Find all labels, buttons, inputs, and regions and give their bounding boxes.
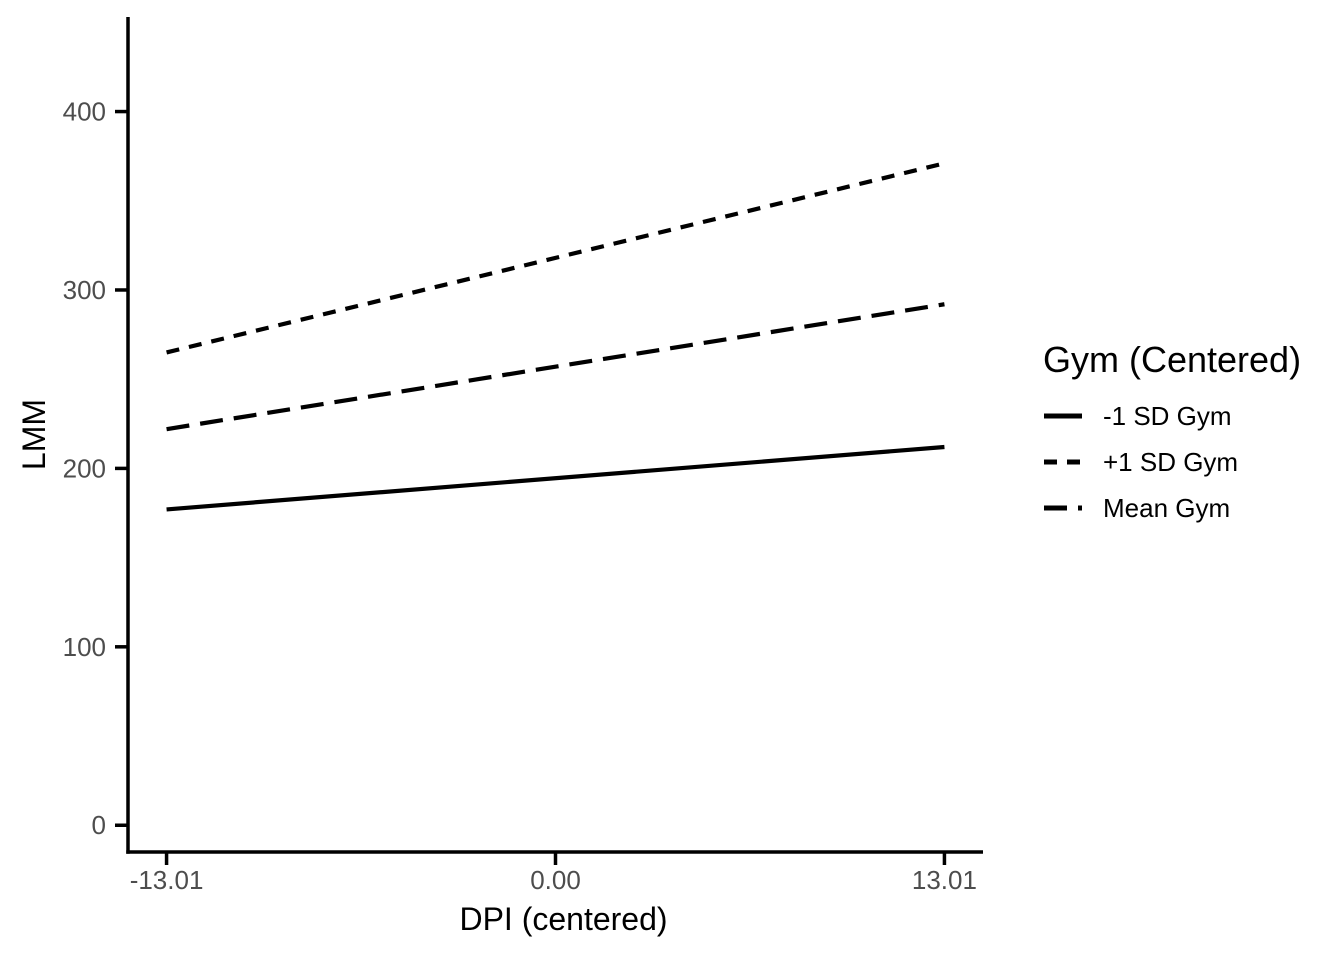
legend-label-plus-1sd: +1 SD Gym <box>1103 446 1239 477</box>
series-line-1 <box>166 161 945 355</box>
legend-item-minus-1sd: -1 SD Gym <box>1043 393 1301 439</box>
legend-item-plus-1sd: +1 SD Gym <box>1043 439 1301 485</box>
solid-line-key-icon <box>1044 413 1082 419</box>
y-tick-label: 400 <box>63 97 106 127</box>
y-tick-label: 300 <box>63 275 106 305</box>
legend-title: Gym (Centered) <box>1043 339 1302 380</box>
y-tick-label: 100 <box>63 632 106 662</box>
series-line-2 <box>166 302 945 432</box>
x-tick-label: 0.00 <box>530 865 581 895</box>
y-axis-title: LMM <box>16 399 52 470</box>
y-tick-label: 200 <box>63 453 106 483</box>
x-tick-label: 13.01 <box>912 865 977 895</box>
legend-label-minus-1sd: -1 SD Gym <box>1103 400 1232 431</box>
y-tick-label: 0 <box>92 810 106 840</box>
series-line-0 <box>166 444 945 512</box>
legend-label-mean: Mean Gym <box>1103 492 1231 523</box>
dashed-line-key-icon <box>1044 459 1082 465</box>
x-axis-title: DPI (centered) <box>459 901 667 937</box>
x-tick-label: -13.01 <box>130 865 204 895</box>
legend-item-mean: Mean Gym <box>1043 485 1301 531</box>
longdash-line-key-icon <box>1044 505 1082 511</box>
legend: Gym (Centered) -1 SD Gym +1 SD Gym Mean … <box>1043 340 1301 531</box>
